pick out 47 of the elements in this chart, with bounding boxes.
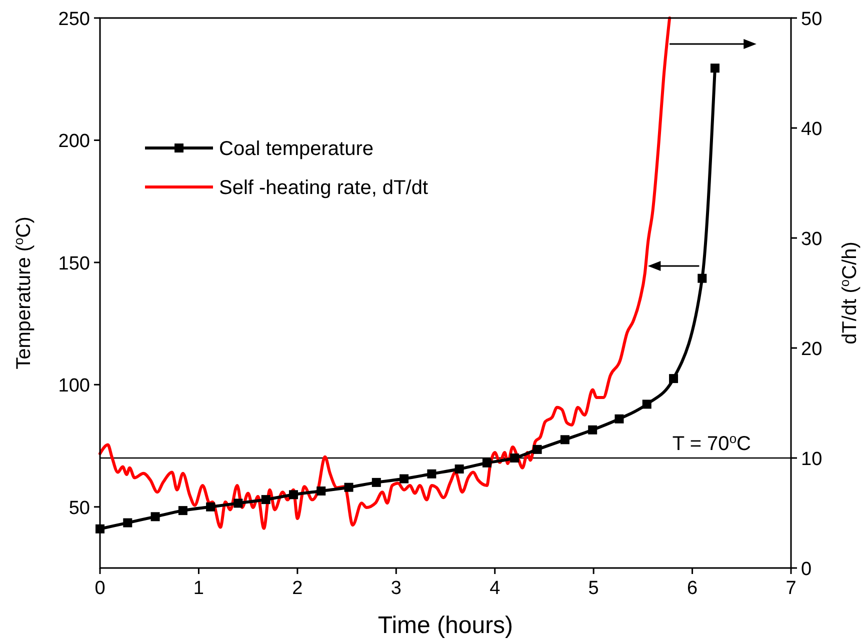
legend-label: Self -heating rate, dT/dt <box>219 177 428 199</box>
y-tick-label: 50 <box>68 498 90 519</box>
x-tick-label: 0 <box>94 578 106 599</box>
point <box>642 400 652 409</box>
point <box>206 502 216 512</box>
point <box>560 435 570 444</box>
ref-line-label: T = 70$^{o}$C <box>672 430 751 455</box>
y-tick-label: 200 <box>58 131 90 152</box>
x-tick-label: 2 <box>292 578 303 599</box>
y2-tick-label: 50 <box>801 9 822 30</box>
x-tick-label: 4 <box>490 578 501 599</box>
point <box>316 486 326 496</box>
x-axis-title: Time (hours) <box>378 612 514 639</box>
point <box>400 474 409 484</box>
point <box>150 512 160 522</box>
point <box>234 498 243 508</box>
point <box>427 469 436 478</box>
x-tick-label: 7 <box>786 578 796 599</box>
point <box>710 64 720 73</box>
point <box>669 374 678 384</box>
y-tick-label: 150 <box>58 253 90 274</box>
point <box>588 425 598 434</box>
y2-tick-label: 30 <box>801 229 822 250</box>
point <box>123 518 132 528</box>
point <box>372 478 381 487</box>
point <box>482 458 492 468</box>
point <box>178 506 188 516</box>
line-series <box>98 16 672 530</box>
x-tick-label: 1 <box>193 578 204 599</box>
point <box>614 414 624 424</box>
point <box>288 490 298 500</box>
x-tick-label: 5 <box>588 578 599 599</box>
y-tick-label: 250 <box>58 9 90 30</box>
y2-tick-label: 20 <box>801 339 822 360</box>
y-tick-label: 100 <box>58 376 90 397</box>
y2-tick-label: 10 <box>801 449 822 470</box>
legend-label: Coal temperature <box>219 138 374 160</box>
point <box>454 464 464 474</box>
point <box>532 444 542 454</box>
y2-tick-label: 40 <box>801 119 822 140</box>
point <box>344 482 354 492</box>
x-tick-label: 3 <box>390 578 402 599</box>
y2-tick-label: 0 <box>801 559 812 580</box>
x-tick-label: 6 <box>686 578 698 599</box>
point <box>698 274 707 283</box>
point <box>261 495 270 504</box>
point <box>510 454 520 462</box>
